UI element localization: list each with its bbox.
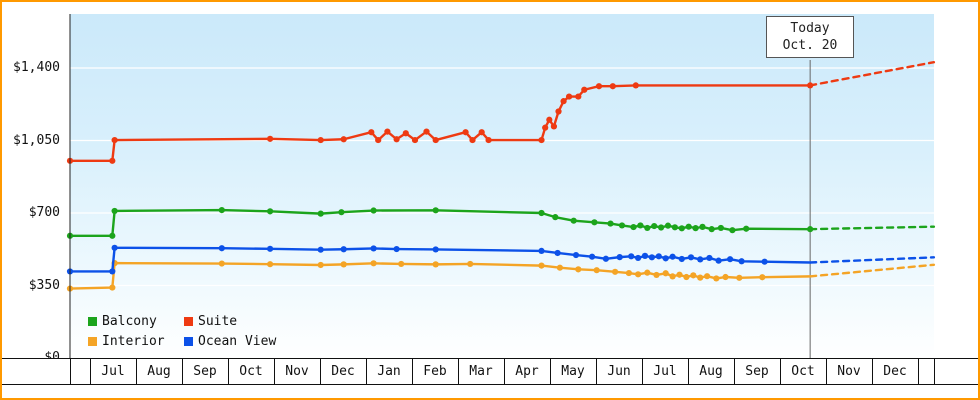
today-label: Today — [790, 21, 830, 36]
x-axis-month-label: Mar — [469, 364, 493, 379]
x-axis-month-label: Jan — [377, 364, 401, 379]
x-axis-month-label: Oct — [791, 364, 815, 379]
month-cell-separator — [458, 359, 459, 384]
legend-color-swatch — [88, 337, 97, 346]
y-axis-tick-label: $350 — [28, 277, 60, 293]
month-cell-separator — [90, 359, 91, 384]
month-cell-separator — [780, 359, 781, 384]
legend-label: Suite — [198, 314, 238, 329]
x-axis-month-label: Sep — [745, 364, 769, 379]
x-axis-month-label: May — [561, 364, 585, 379]
legend-label: Ocean View — [198, 334, 277, 349]
month-cell-separator — [504, 359, 505, 384]
month-cell-separator — [70, 359, 71, 384]
x-axis-month-label: Feb — [423, 364, 447, 379]
month-cell-separator — [182, 359, 183, 384]
month-cell-separator — [688, 359, 689, 384]
x-axis-month-label: Apr — [515, 364, 539, 379]
legend-color-swatch — [88, 317, 97, 326]
today-date: Oct. 20 — [782, 38, 838, 53]
chart-legend: Balcony Suite Interior Ocean View — [88, 314, 276, 349]
month-cell-separator — [872, 359, 873, 384]
legend-color-swatch — [184, 317, 193, 326]
x-axis-month-label: Jun — [607, 364, 631, 379]
legend-color-swatch — [184, 337, 193, 346]
y-axis-tick-label: $1,400 — [13, 60, 60, 75]
y-axis-tick-label: $700 — [28, 205, 60, 220]
x-axis-month-label: Aug — [699, 364, 723, 379]
x-axis-month-band: Jul Aug Sep Oct Nov Dec Jan Feb Mar Apr May Jun Jul A… — [2, 358, 978, 385]
month-cell-separator — [826, 359, 827, 384]
x-axis-month-label: Nov — [285, 364, 309, 379]
month-cell-separator — [934, 359, 935, 384]
plot-area — [70, 14, 934, 358]
y-axis-tick-label: $1,050 — [13, 132, 60, 148]
month-cell-separator — [550, 359, 551, 384]
month-cell-separator — [274, 359, 275, 384]
legend-item-suite: Suite — [184, 314, 276, 329]
legend-item-interior: Interior — [88, 334, 184, 349]
x-axis-month-label: Aug — [147, 364, 171, 379]
today-marker-box: Today Oct. 20 — [766, 16, 854, 58]
x-axis-month-label: Sep — [193, 364, 217, 379]
month-cell-separator — [228, 359, 229, 384]
month-cell-separator — [366, 359, 367, 384]
x-axis-month-label: Oct — [239, 364, 263, 379]
month-cell-separator — [412, 359, 413, 384]
month-cell-separator — [918, 359, 919, 384]
x-axis-month-label: Jul — [101, 364, 125, 379]
x-axis-month-label: Dec — [883, 364, 907, 379]
month-cell-separator — [320, 359, 321, 384]
legend-label: Balcony — [102, 314, 157, 329]
legend-item-ocean-view: Ocean View — [184, 334, 276, 349]
month-cell-separator — [734, 359, 735, 384]
legend-item-balcony: Balcony — [88, 314, 184, 329]
x-axis-month-label: Jul — [653, 364, 677, 379]
legend-label: Interior — [102, 334, 165, 349]
x-axis-month-label: Nov — [837, 364, 861, 379]
x-axis-month-label: Dec — [331, 364, 355, 379]
month-cell-separator — [596, 359, 597, 384]
month-cell-separator — [136, 359, 137, 384]
month-cell-separator — [642, 359, 643, 384]
